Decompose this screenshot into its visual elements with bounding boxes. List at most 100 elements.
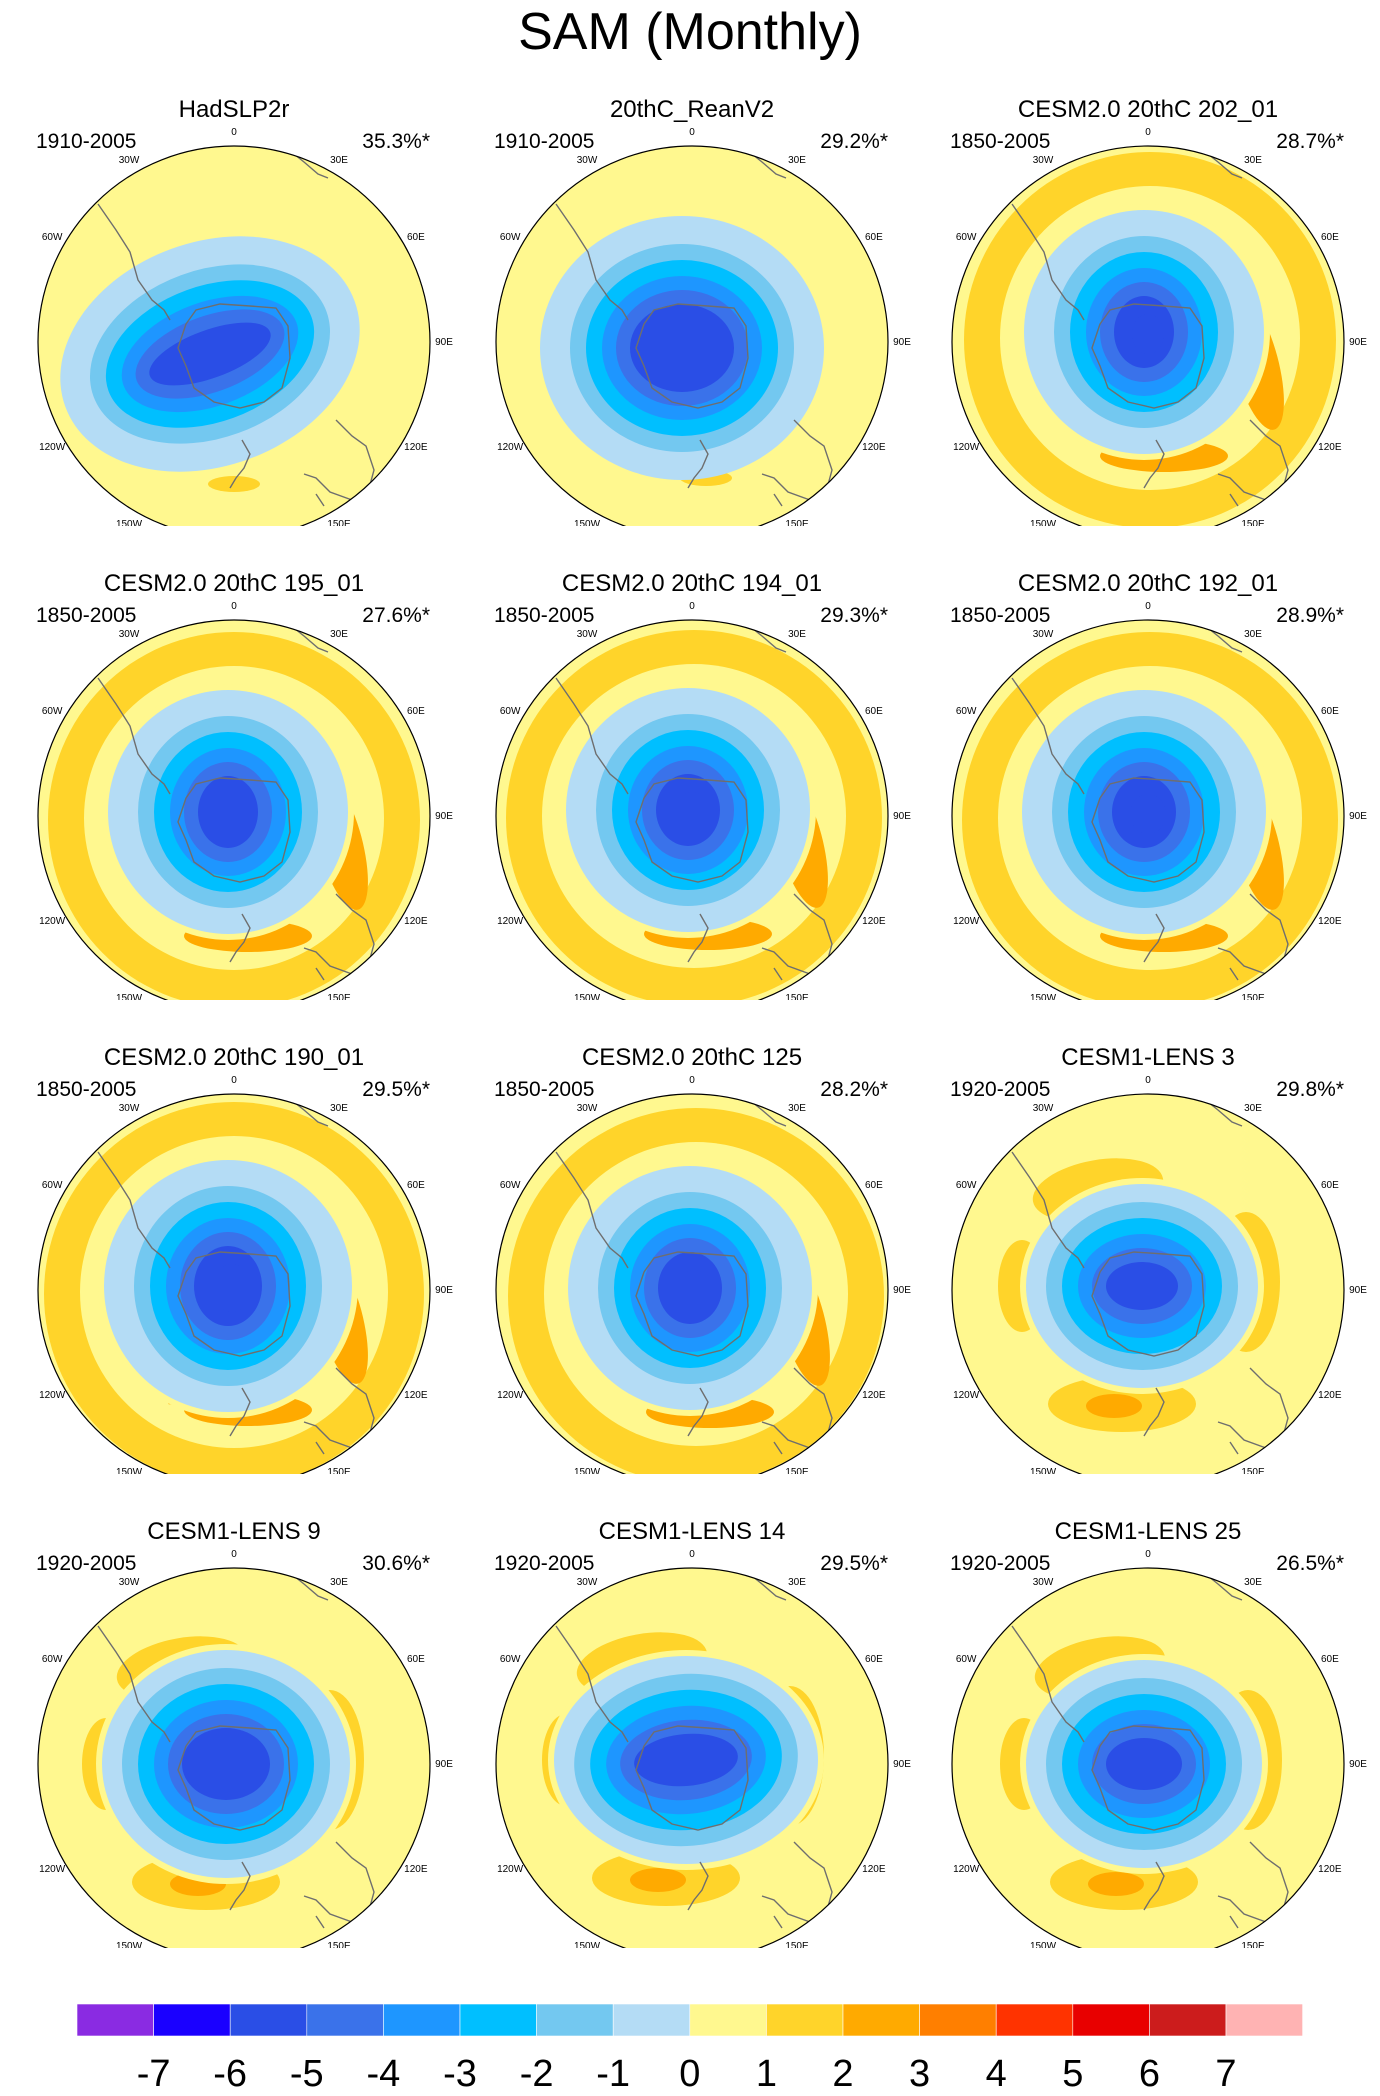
time-period: 1850-2005: [36, 1078, 137, 1101]
colorbar-swatch: [995, 2004, 1074, 2036]
eof-field: [952, 620, 1344, 1000]
longitude-label: 60E: [865, 232, 883, 243]
map-panel: 030E60E90E120E150E180150W120W90W60W30WCE…: [950, 1044, 1380, 1474]
longitude-label: 150E: [1241, 1941, 1265, 1948]
longitude-label: 60E: [407, 706, 425, 717]
longitude-label: 60E: [1321, 706, 1339, 717]
longitude-label: 150E: [327, 519, 351, 526]
longitude-label: 120E: [1318, 1864, 1342, 1875]
longitude-label: 60E: [865, 1180, 883, 1191]
longitude-labels: 030E60E90E120E150E180150W120W90W60W30W: [497, 601, 911, 1000]
polar-map: 030E60E90E120E150E180150W120W90W60W30W: [951, 1549, 1367, 1948]
longitude-label: 60W: [500, 1180, 521, 1191]
explained-variance: 30.6%*: [362, 1552, 430, 1575]
longitude-label: 0: [231, 127, 237, 138]
longitude-label: 120E: [862, 1390, 886, 1401]
longitude-label: 60E: [407, 1180, 425, 1191]
longitude-label: 120W: [953, 916, 980, 927]
longitude-label: 60W: [42, 1180, 63, 1191]
longitude-label: 150W: [116, 1941, 143, 1948]
longitude-label: 30W: [119, 629, 140, 640]
coastlines: [97, 620, 375, 981]
map-panel: 030E60E90E120E150E180150W120W90W60W30WCE…: [950, 96, 1380, 526]
time-period: 1920-2005: [950, 1078, 1051, 1101]
longitude-label: 30E: [1244, 1577, 1262, 1588]
longitude-label: 60W: [500, 1654, 521, 1665]
longitude-label: 150E: [327, 993, 351, 1000]
longitude-label: 30E: [330, 629, 348, 640]
longitude-label: 150E: [785, 1467, 809, 1474]
map-panel: 030E60E90E120E150E180150W120W90W60W30WCE…: [36, 570, 466, 1000]
longitude-label: 30W: [1033, 629, 1054, 640]
time-period: 1920-2005: [950, 1552, 1051, 1575]
polar-map: 030E60E90E120E150E180150W120W90W60W30W: [495, 1549, 911, 1948]
longitude-label: 60W: [956, 1654, 977, 1665]
longitude-label: 150W: [574, 993, 601, 1000]
longitude-label: 150E: [785, 993, 809, 1000]
longitude-label: 30W: [577, 1103, 598, 1114]
explained-variance: 28.2%*: [820, 1078, 888, 1101]
longitude-label: 30W: [1033, 1103, 1054, 1114]
colorbar-swatch: [459, 2004, 537, 2036]
longitude-label: 120W: [497, 442, 524, 453]
colorbar-swatch: [1072, 2004, 1150, 2036]
explained-variance: 29.5%*: [362, 1078, 430, 1101]
longitude-label: 120E: [404, 1864, 428, 1875]
longitude-label: 90E: [1349, 1285, 1367, 1296]
longitude-label: 30E: [788, 1103, 806, 1114]
longitude-label: 90E: [893, 811, 911, 822]
colorbar-tick-label: 6: [1138, 2053, 1160, 2095]
panel-title: CESM1-LENS 14: [598, 1518, 786, 1545]
longitude-label: 0: [231, 1549, 237, 1560]
time-period: 1920-2005: [36, 1552, 137, 1575]
longitude-label: 30E: [1244, 1103, 1262, 1114]
colorbar-swatch: [306, 2004, 384, 2036]
longitude-label: 90E: [893, 1285, 911, 1296]
time-period: 1850-2005: [36, 604, 137, 627]
time-period: 1910-2005: [36, 130, 137, 153]
longitude-label: 120W: [39, 442, 66, 453]
colorbar-tick-label: -3: [443, 2053, 477, 2095]
polar-map: 030E60E90E120E150E180150W120W90W60W30W: [37, 1075, 453, 1474]
longitude-labels: 030E60E90E120E150E180150W120W90W60W30W: [953, 1549, 1367, 1948]
polar-map: 030E60E90E120E150E180150W120W90W60W30W: [495, 1075, 911, 1474]
longitude-label: 30W: [119, 1103, 140, 1114]
colorbar-tick-label: -4: [366, 2053, 401, 2095]
colorbar-tick-label: 5: [1062, 2053, 1084, 2095]
time-period: 1920-2005: [494, 1552, 595, 1575]
map-panel: 030E60E90E120E150E180150W120W90W60W30WHa…: [36, 96, 466, 526]
longitude-label: 120W: [953, 1864, 980, 1875]
longitude-label: 30W: [577, 1577, 598, 1588]
eof-field: [38, 146, 430, 526]
colorbar-swatch: [612, 2004, 691, 2036]
longitude-label: 120E: [862, 1864, 886, 1875]
eof-field: [38, 1568, 430, 1948]
panel-title: CESM2.0 20thC 190_01: [103, 1044, 365, 1071]
polar-map: 030E60E90E120E150E180150W120W90W60W30W: [951, 127, 1367, 526]
longitude-label: 150W: [116, 993, 143, 1000]
longitude-label: 90E: [435, 337, 453, 348]
colorbar-tick-label: -1: [596, 2053, 631, 2095]
longitude-label: 120E: [404, 442, 428, 453]
colorbar-tick-label: 4: [985, 2053, 1007, 2095]
longitude-label: 150E: [1241, 993, 1265, 1000]
longitude-label: 90E: [435, 1759, 453, 1770]
polar-map: 030E60E90E120E150E180150W120W90W60W30W: [495, 601, 911, 1000]
polar-map: 030E60E90E120E150E180150W120W90W60W30W: [495, 127, 911, 526]
colorbar-tick-label: 1: [755, 2053, 777, 2095]
longitude-label: 90E: [893, 337, 911, 348]
longitude-labels: 030E60E90E120E150E180150W120W90W60W30W: [39, 1075, 453, 1474]
longitude-label: 120E: [404, 1390, 428, 1401]
longitude-label: 90E: [435, 1285, 453, 1296]
longitude-labels: 030E60E90E120E150E180150W120W90W60W30W: [39, 127, 453, 526]
panel-title: CESM1-LENS 3: [1061, 1044, 1235, 1071]
colorbar-swatch: [536, 2004, 614, 2036]
longitude-labels: 030E60E90E120E150E180150W120W90W60W30W: [953, 127, 1367, 526]
polar-map: 030E60E90E120E150E180150W120W90W60W30W: [37, 601, 453, 1000]
colorbar-tick-label: -2: [519, 2053, 554, 2095]
colorbar-swatch: [383, 2004, 461, 2036]
longitude-label: 150E: [785, 1941, 809, 1948]
longitude-label: 0: [689, 1075, 695, 1086]
colorbar: [77, 2004, 1303, 2036]
longitude-label: 0: [689, 127, 695, 138]
